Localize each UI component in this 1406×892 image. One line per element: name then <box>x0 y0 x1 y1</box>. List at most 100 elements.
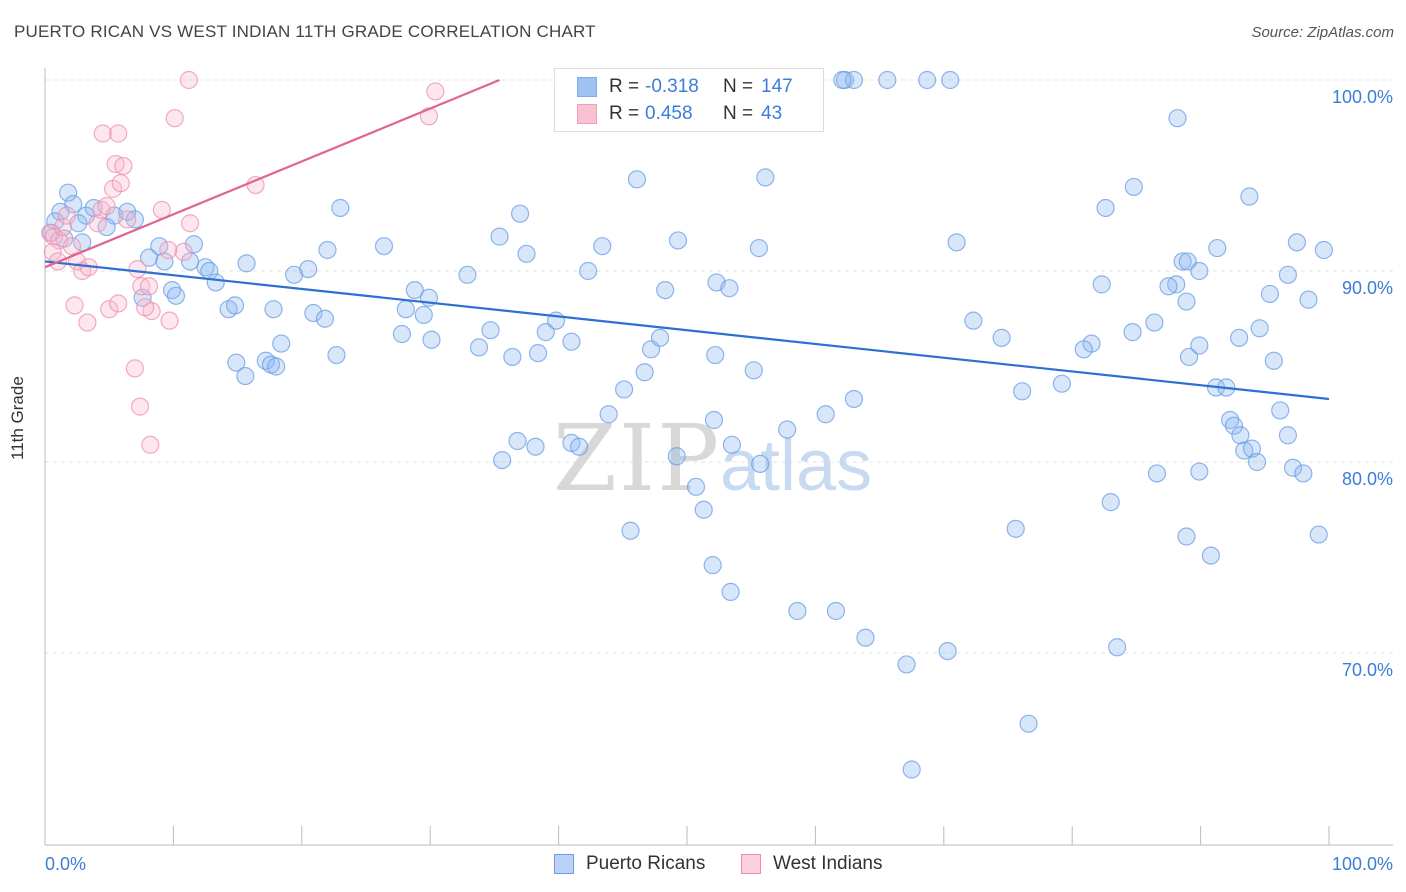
data-point <box>1096 198 1115 218</box>
data-point <box>536 323 555 342</box>
data-point <box>1177 527 1196 546</box>
data-point <box>1052 374 1072 393</box>
data-point <box>315 309 335 328</box>
data-point <box>941 70 960 90</box>
data-point <box>706 345 725 365</box>
y-axis-label: 11th Grade <box>8 376 27 460</box>
data-point <box>510 204 530 223</box>
watermark-atlas: atlas <box>720 426 872 506</box>
data-point <box>703 556 722 575</box>
data-point <box>721 582 740 601</box>
data-point <box>720 279 739 298</box>
y-tick-label: 70.0% <box>1342 660 1393 680</box>
series-puerto-ricans <box>42 70 1333 779</box>
data-point <box>826 601 846 621</box>
legend-item-west-indians: West Indians <box>741 853 882 875</box>
data-point <box>1240 187 1259 206</box>
data-point <box>139 248 159 267</box>
legend-label: Puerto Ricans <box>586 853 706 874</box>
data-point <box>1242 439 1262 458</box>
data-point <box>1309 525 1328 544</box>
data-point <box>1271 401 1290 420</box>
data-point <box>97 217 116 237</box>
data-point <box>272 334 291 353</box>
n-label: N = <box>723 103 754 124</box>
data-point <box>570 437 589 456</box>
n-value: 147 <box>761 76 793 97</box>
data-point <box>503 347 522 367</box>
data-point <box>88 214 107 233</box>
data-point <box>65 296 84 315</box>
data-point <box>621 521 640 540</box>
data-point <box>136 298 155 317</box>
r-value: 0.458 <box>645 103 693 124</box>
data-point <box>1250 319 1269 338</box>
data-point <box>517 244 536 263</box>
data-point <box>992 328 1011 347</box>
data-point <box>1294 464 1313 483</box>
data-point <box>93 124 112 143</box>
data-point <box>526 437 545 456</box>
data-point <box>579 261 598 281</box>
data-point <box>114 156 133 176</box>
data-point <box>132 277 151 296</box>
data-point <box>722 435 742 454</box>
data-point <box>109 124 128 143</box>
data-point <box>856 628 875 647</box>
data-point <box>299 259 318 279</box>
data-point <box>1108 638 1127 657</box>
r-value: -0.318 <box>645 76 699 97</box>
y-tick-label: 80.0% <box>1342 469 1393 489</box>
data-point <box>1179 347 1199 367</box>
data-point <box>118 210 137 229</box>
data-point <box>1159 277 1178 296</box>
data-point <box>53 217 73 237</box>
x-tick-label: 0.0% <box>45 854 86 874</box>
data-point <box>593 237 612 256</box>
data-point <box>237 254 256 273</box>
source-label: Source: ZipAtlas.com <box>1251 24 1394 41</box>
data-point <box>1092 275 1111 294</box>
data-point <box>1314 240 1333 260</box>
series-legend: Puerto Ricans West Indians <box>0 853 1406 877</box>
data-point <box>1287 233 1307 252</box>
data-point <box>174 242 193 261</box>
data-point <box>599 405 618 424</box>
chart-title: PUERTO RICAN VS WEST INDIAN 11TH GRADE C… <box>14 22 596 41</box>
data-point <box>964 311 983 330</box>
data-point <box>43 242 62 261</box>
data-point <box>947 233 966 252</box>
data-point <box>62 237 82 256</box>
data-point <box>1177 292 1196 311</box>
data-point <box>656 281 675 300</box>
data-point <box>179 70 198 90</box>
data-point <box>667 447 686 466</box>
data-point <box>1201 546 1220 565</box>
data-point <box>1299 290 1318 309</box>
axes <box>44 68 1393 846</box>
data-point <box>694 500 713 519</box>
legend-item-puerto-ricans: Puerto Ricans <box>554 853 705 875</box>
data-point <box>749 238 769 258</box>
data-point <box>109 294 128 313</box>
data-point <box>562 332 581 351</box>
data-point <box>1208 238 1227 258</box>
data-point <box>396 300 415 319</box>
data-point <box>614 380 634 399</box>
data-point <box>1224 416 1244 435</box>
data-point <box>458 265 477 284</box>
data-point <box>426 82 445 101</box>
data-point <box>166 286 186 305</box>
data-point <box>159 240 178 260</box>
data-point <box>236 366 255 386</box>
data-point <box>902 760 921 779</box>
data-point <box>508 431 527 451</box>
data-point <box>1190 336 1209 355</box>
data-point <box>493 450 512 470</box>
data-point <box>481 321 500 340</box>
data-point <box>304 303 323 323</box>
data-point <box>1101 493 1120 512</box>
data-point <box>1006 519 1025 538</box>
trend-lines <box>44 78 1330 401</box>
r-label: R = <box>609 76 640 97</box>
